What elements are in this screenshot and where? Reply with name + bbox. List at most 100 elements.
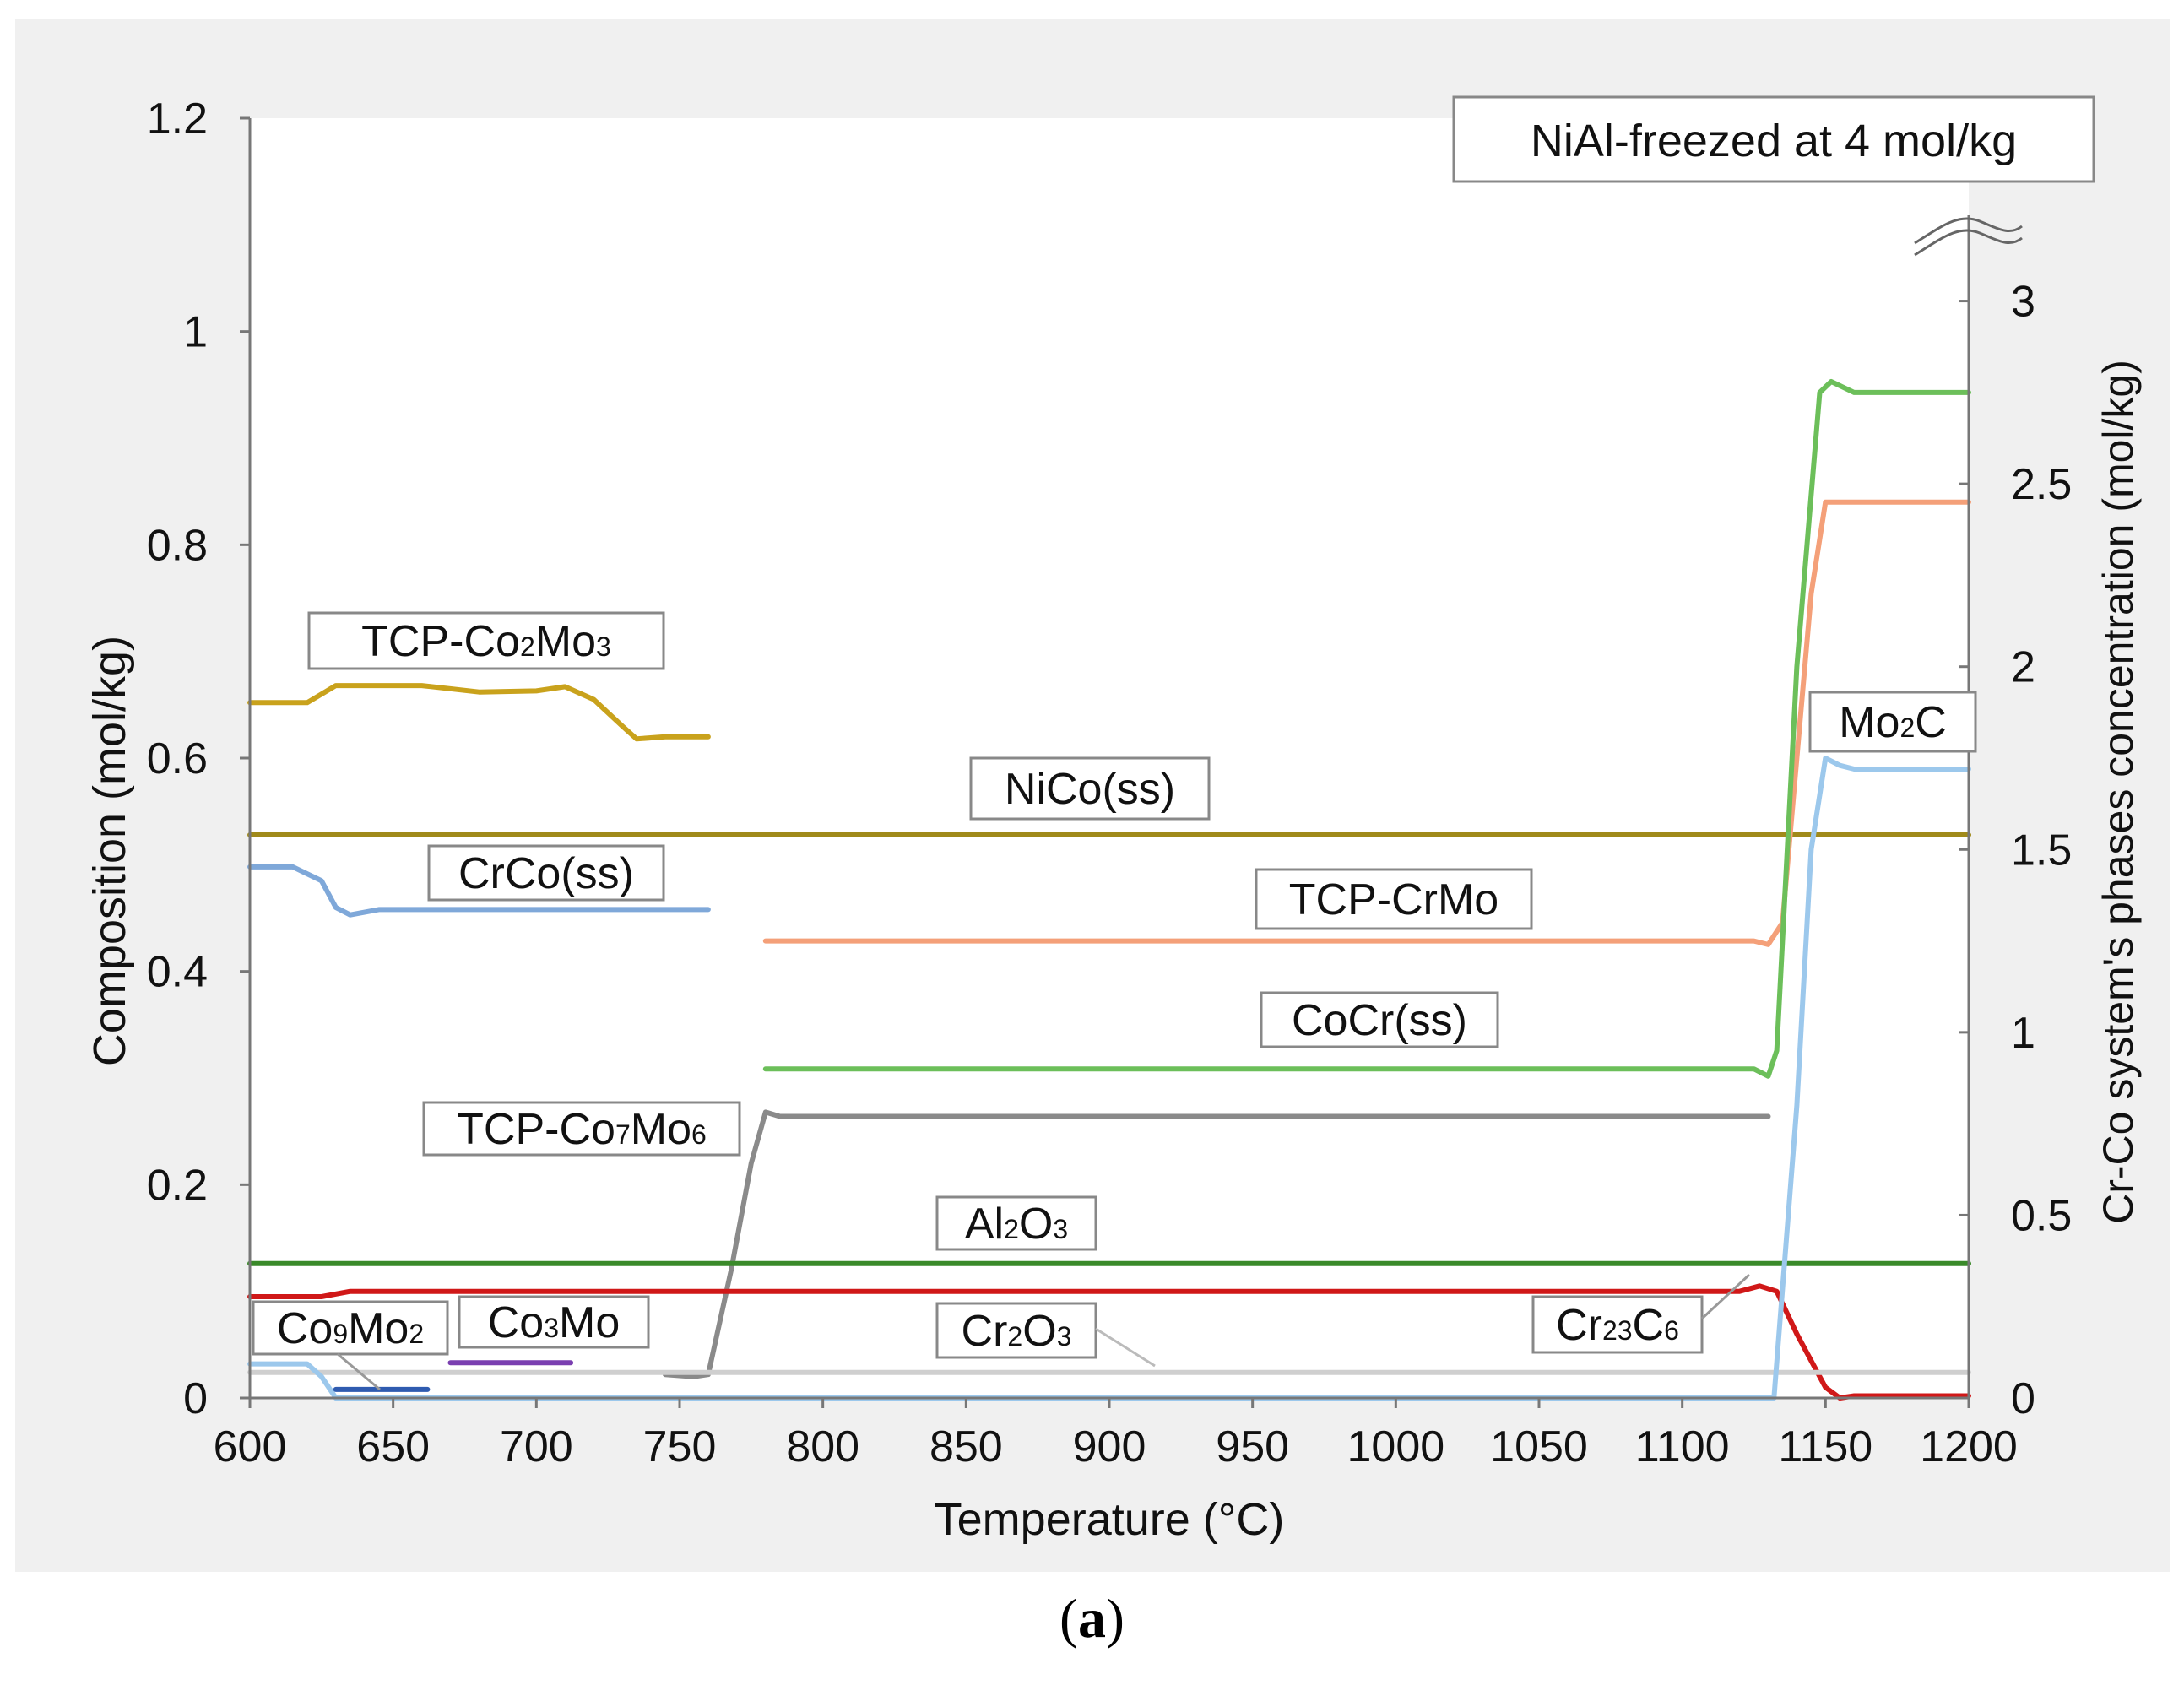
series-line-tcp-crmo [762,499,1971,947]
leader-line-cr2o3 [1095,1327,1156,1368]
leader-line-cr23c6 [1700,1273,1751,1320]
y2-tick-label-2: 2 [2011,643,2035,692]
caption-close: ) [1106,1588,1125,1650]
phase-label-box-co9mo2 [252,1300,449,1356]
phase-label-part: O [1022,1307,1056,1356]
y-tick-label-0.8: 0.8 [147,521,208,570]
x-axis-title: Temperature (°C) [935,1494,1285,1545]
series-line-crco-ss [247,864,711,918]
phase-label-part: 2 [520,631,535,662]
phase-label-cr2o3: Cr2O3 [962,1307,1072,1356]
series-line-tcp-co2mo3 [247,683,711,742]
phase-label-box-co3mo [458,1295,650,1349]
y-tick-label-1: 1 [183,308,208,357]
y2-tick-label-3: 3 [2011,278,2035,327]
phase-label-cocr: CoCr(ss) [1292,996,1467,1045]
phase-label-part: 2 [1007,1321,1022,1352]
x-tick-label-1000: 1000 [1347,1422,1444,1471]
phase-label-box-tcp-co7mo6 [422,1101,741,1157]
phase-label-part: Mo [535,617,596,666]
x-tick-label-1050: 1050 [1490,1422,1588,1471]
phase-label-part: 23 [1602,1315,1633,1346]
phase-label-box-crco [427,844,665,902]
phase-label-part: Mo [1839,698,1899,747]
leader-line-co9mo2 [337,1352,381,1391]
y2-axis-title: Cr-Co system's phases concentration (mol… [2095,360,2142,1224]
phase-label-box-al2o3 [935,1195,1097,1251]
phase-label-cr23c6: Cr23C6 [1556,1301,1679,1350]
phase-label-part: C [1633,1301,1665,1350]
phase-label-part: 6 [1664,1315,1679,1346]
axes-layer: 6 0 0 650 700 750 800 850 900 950 1000 1050 1100 1150… [84,95,2142,1545]
series-line-cocr-ss [762,378,1971,1079]
phase-label-box-nico [969,756,1211,821]
phase-label-part: 7 [615,1119,631,1150]
phase-label-box-mo2c [1808,691,1977,753]
phase-label-mo2c: Mo2C [1839,698,1947,747]
figure-caption: (a) [0,1587,2184,1651]
phase-label-co3mo: Co3Mo [488,1298,621,1347]
phase-label-box-tcp-crmo [1255,868,1533,930]
series-line-tcp-co7mo6 [663,1109,1771,1379]
y2-tick-label-1.5: 1.5 [2011,826,2072,875]
x-tick-label-950: 950 [1216,1422,1289,1471]
caption-open: ( [1059,1588,1078,1650]
y-tick-label-0: 0 [183,1374,208,1423]
x-tick-label-750: 750 [643,1422,717,1471]
phase-label-part: Mo [559,1298,620,1347]
x-tick-label-700: 700 [500,1422,573,1471]
phase-label-part: Cr [1556,1301,1602,1350]
phase-label-part: 3 [1057,1321,1072,1352]
y-axis-title: Composition (mol/kg) [84,636,135,1066]
phase-label-part: Cr [962,1307,1008,1356]
phase-label-al2o3: Al2O3 [965,1200,1068,1249]
x-tick-label-900: 900 [1073,1422,1146,1471]
series-line-co9mo2 [247,1361,339,1401]
phase-label-box-cr2o3 [935,1302,1097,1359]
phase-label-co9mo2: Co9Mo2 [277,1304,424,1353]
x-tick-label-850: 850 [929,1422,1003,1471]
axis-break-mark-1 [1914,217,2023,245]
phase-label-part: 9 [333,1319,348,1349]
x-tick-label-1100: 1100 [1635,1422,1730,1471]
y2-tick-label-0.5: 0.5 [2011,1191,2072,1240]
phase-label-part: NiCo(ss) [1005,765,1175,814]
phase-label-part: TCP-Co [361,617,520,666]
phase-label-part: Mo [348,1304,409,1353]
x-tick-label-1200: 1200 [1920,1422,2018,1471]
phase-label-tcp-co2mo3: TCP-Co2Mo3 [361,617,611,666]
phase-label-part: 3 [1053,1214,1068,1244]
phase-label-part: Mo [631,1105,691,1154]
axis-break-mark-2 [1914,229,2023,257]
phase-label-part: 2 [1004,1214,1019,1244]
phase-label-box-tcp-co2mo3 [307,611,665,670]
phase-label-part: 2 [409,1319,424,1349]
phase-label-part: C [1915,698,1947,747]
phase-label-box-cocr [1260,991,1499,1048]
note-box [1452,95,2095,183]
y2-tick-label-1: 1 [2011,1009,2035,1058]
phase-label-part: 3 [596,631,611,662]
labels-layer: NiAl-freezed at 4 mol/kgTCP-Co2Mo3NiCo(s… [252,95,2095,1391]
phase-label-part: O [1019,1200,1053,1249]
phase-label-part: 2 [1899,712,1915,743]
x-tick-label-1150: 1150 [1778,1422,1872,1471]
y-tick-label-0.6: 0.6 [147,734,208,783]
phase-label-part: 3 [544,1313,559,1343]
phase-label-crco: CrCo(ss) [458,849,634,898]
phase-label-part: CoCr(ss) [1292,996,1467,1045]
y-tick-label-1.2: 1.2 [147,95,208,144]
x-tick-label-650: 650 [356,1422,430,1471]
chart: 6 0 0 650 700 750 800 850 900 950 1000 1050 1100 1150… [15,19,2170,1572]
y-tick-label-0.2: 0.2 [147,1161,208,1210]
y2-tick-label-2.5: 2.5 [2011,460,2072,509]
phase-label-part: CrCo(ss) [458,849,634,898]
y-tick-label-0.4: 0.4 [147,948,208,997]
phase-label-part: Co [277,1304,333,1353]
phase-label-tcp-co7mo6: TCP-Co7Mo6 [457,1105,707,1154]
phase-label-part: 6 [691,1119,707,1150]
phase-label-part: Al [965,1200,1004,1249]
caption-label: a [1078,1588,1106,1650]
x-tick-label-800: 800 [786,1422,859,1471]
y2-tick-label-0: 0 [2011,1374,2035,1423]
